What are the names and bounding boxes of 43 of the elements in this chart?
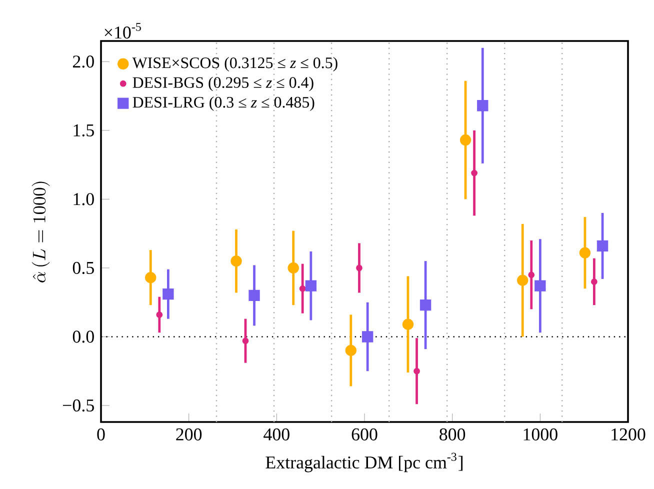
point [242,338,249,344]
x-tick-label: 600 [352,428,378,440]
point [517,274,528,286]
x-tick-label: 1200 [612,428,646,440]
point [596,240,608,252]
point [362,331,374,342]
text: ×10$^{-5}$ [104,22,141,39]
point [414,368,420,374]
point [230,255,242,267]
point [534,280,546,292]
y-tick-label: 0.5 [72,262,94,274]
point [460,134,472,146]
point [299,285,306,292]
legend-label: DESI-BGS (0.295 ≤ z ≤ 0.4) [132,76,314,92]
y-tick-label: 2.0 [72,56,94,68]
x-tick-label: 200 [176,428,202,440]
point [288,262,299,274]
y-tick-label: −0.5 [63,399,94,412]
legend-label: WISE×SCOS (0.3125 ≤ z ≤ 0.5) [132,56,338,72]
y-axis-title: $\hat{\alpha}\,(L=1000)$ [32,182,50,282]
x-tick-label: 800 [440,428,466,440]
x-tick-label: 400 [264,428,290,440]
point [162,288,174,300]
point [305,280,317,292]
point [420,299,432,311]
point [345,344,356,356]
point [402,318,414,330]
point [579,247,591,258]
point [590,278,598,285]
point [145,272,156,284]
y-tick-label: 1.0 [74,193,94,206]
y-tick-label: 1.5 [74,124,94,136]
point [156,312,163,318]
x-tick-label: 0 [97,428,105,440]
point [356,264,362,272]
point [471,170,478,176]
x-tick-label: 1000 [524,428,558,440]
point [477,100,488,112]
point [528,272,535,278]
legend-label: DESI-LRG (0.3 ≤ z ≤ 0.485) [132,96,314,111]
x-axis-title: Extragalactic DM [pc cm$^{-3}$] [266,452,463,472]
y-tick-label: 0.0 [72,330,94,343]
point [248,290,260,302]
